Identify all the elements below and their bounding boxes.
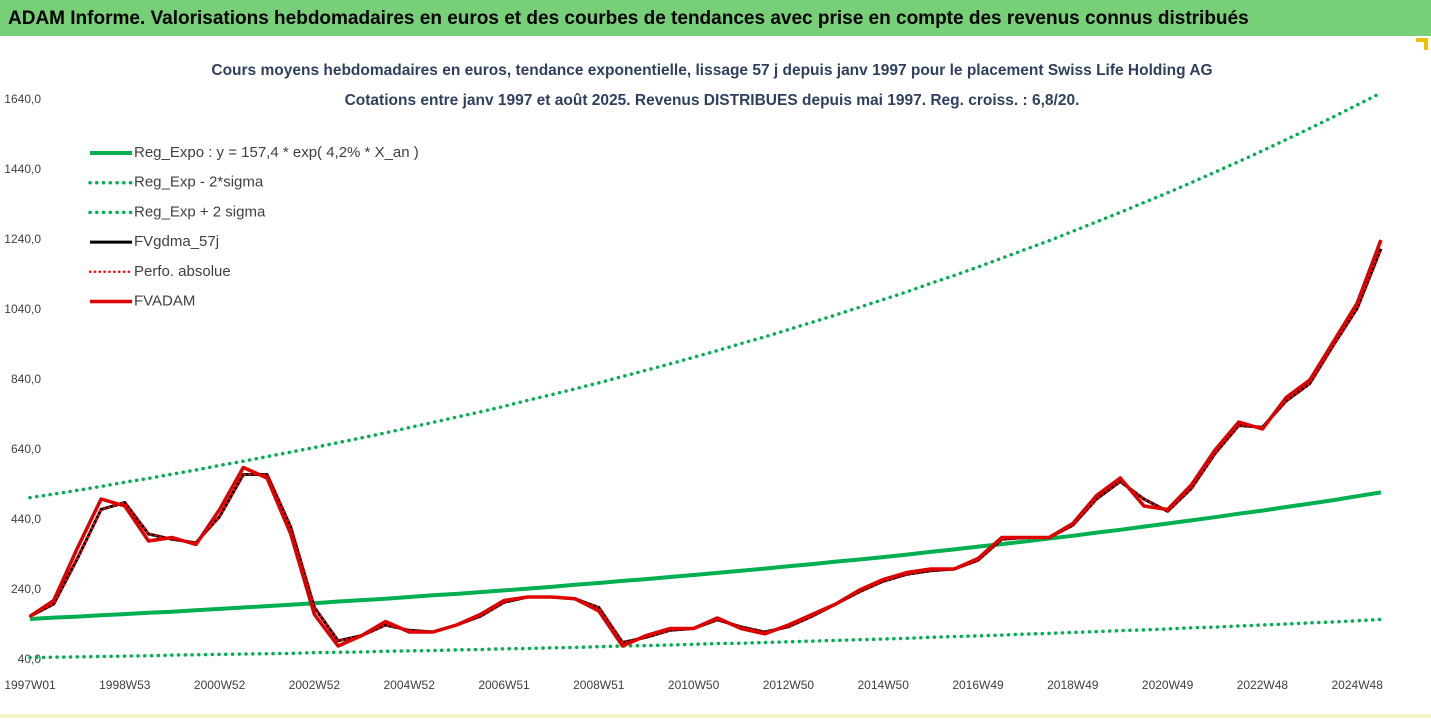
x-tick-label: 2008W51 [573, 678, 625, 692]
x-tick-label: 2024W48 [1332, 678, 1384, 692]
y-tick-label: 1640,0 [4, 92, 41, 106]
header-title: ADAM Informe. Valorisations hebdomadaire… [8, 8, 1249, 29]
legend-label: Reg_Exp + 2 sigma [134, 203, 266, 220]
series-line [29, 239, 1383, 648]
legend-label: Reg_Exp - 2*sigma [134, 174, 264, 191]
corner-mark [1416, 38, 1428, 42]
series-line [29, 490, 1382, 621]
chart-subtitle: Cotations entre janv 1997 et août 2025. … [345, 92, 1080, 109]
corner-mark [1424, 38, 1428, 50]
y-tick-label: 840,0 [11, 372, 41, 386]
legend-label: Perfo. absolue [134, 263, 231, 280]
chart-title: Cours moyens hebdomadaires en euros, ten… [211, 62, 1212, 79]
x-tick-label: 1998W53 [99, 678, 151, 692]
y-tick-label: 40,0 [18, 652, 42, 666]
legend-label: Reg_Expo : y = 157,4 * exp( 4,2% * X_an … [134, 144, 419, 161]
y-tick-label: 1240,0 [4, 232, 41, 246]
y-tick-label: 1040,0 [4, 302, 41, 316]
y-tick-label: 440,0 [11, 512, 41, 526]
y-tick-label: 1440,0 [4, 162, 41, 176]
x-tick-label: 2014W50 [858, 678, 910, 692]
x-tick-label: 2002W52 [289, 678, 341, 692]
y-tick-label: 240,0 [11, 582, 41, 596]
x-tick-label: 2018W49 [1047, 678, 1099, 692]
legend-label: FVADAM [134, 292, 195, 309]
bottom-strip [0, 714, 1431, 718]
x-tick-label: 2000W52 [194, 678, 246, 692]
x-tick-label: 2022W48 [1237, 678, 1289, 692]
series-line [28, 91, 1383, 500]
x-tick-label: 2020W49 [1142, 678, 1194, 692]
header-bar [0, 0, 1431, 36]
x-tick-label: 2004W52 [384, 678, 436, 692]
x-tick-label: 2016W49 [952, 678, 1004, 692]
x-tick-label: 2012W50 [763, 678, 815, 692]
series-line [28, 617, 1383, 660]
x-tick-label: 2006W51 [478, 678, 530, 692]
y-tick-label: 640,0 [11, 442, 41, 456]
x-tick-label: 1997W01 [4, 678, 56, 692]
x-tick-label: 2010W50 [668, 678, 720, 692]
legend-label: FVgdma_57j [134, 233, 219, 250]
